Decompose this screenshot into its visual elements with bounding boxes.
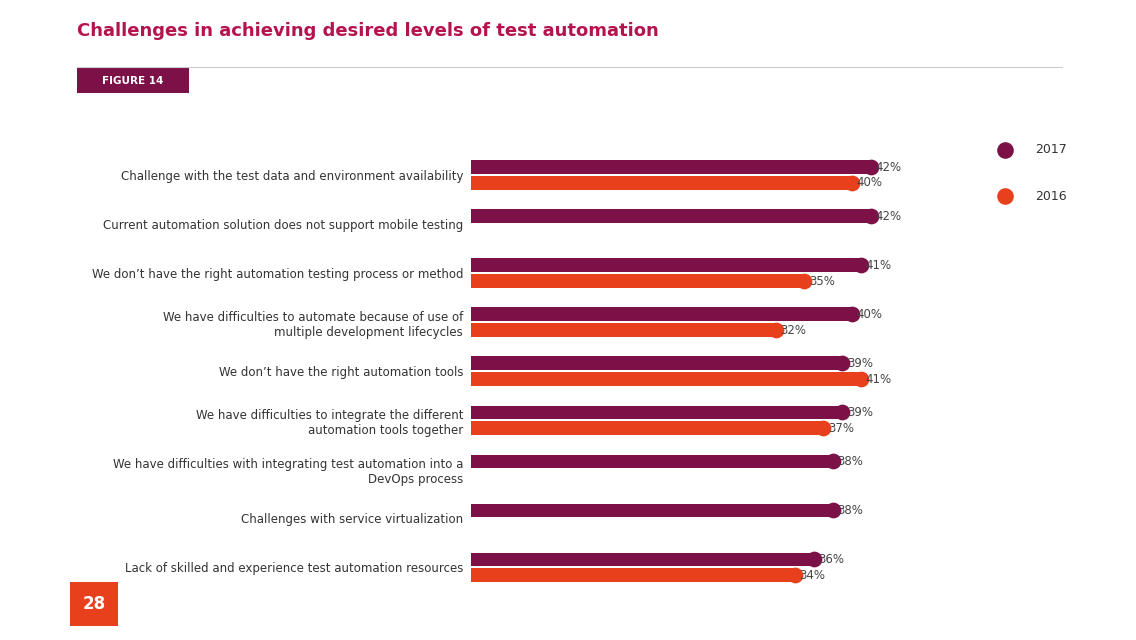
Bar: [471, 274, 804, 288]
Point: [833, 358, 851, 369]
Bar: [471, 552, 813, 566]
Text: 42%: 42%: [876, 210, 902, 223]
Bar: [471, 323, 776, 337]
Text: Challenges in achieving desired levels of test automation: Challenges in achieving desired levels o…: [77, 22, 659, 40]
Bar: [471, 421, 824, 435]
Text: 2016: 2016: [1035, 189, 1067, 203]
Text: 41%: 41%: [866, 259, 892, 272]
Text: 28: 28: [83, 595, 106, 613]
Point: [852, 260, 870, 271]
Bar: [471, 209, 870, 223]
Text: 42%: 42%: [876, 161, 902, 174]
Point: [824, 506, 842, 516]
Bar: [471, 356, 842, 370]
Point: [843, 178, 861, 188]
Point: [996, 191, 1014, 201]
Point: [861, 162, 879, 172]
Text: 2017: 2017: [1035, 143, 1067, 156]
Point: [815, 423, 833, 433]
Bar: [471, 307, 852, 321]
Text: 36%: 36%: [818, 553, 844, 566]
Point: [795, 276, 813, 286]
Bar: [471, 259, 861, 272]
Point: [833, 407, 851, 417]
Bar: [471, 176, 852, 190]
Point: [804, 554, 822, 564]
Text: 38%: 38%: [837, 504, 863, 517]
Text: 32%: 32%: [780, 324, 807, 337]
Point: [767, 325, 785, 335]
Text: 39%: 39%: [846, 357, 872, 370]
Point: [861, 211, 879, 221]
Text: 34%: 34%: [800, 568, 825, 582]
Text: 35%: 35%: [809, 275, 835, 287]
Point: [785, 570, 803, 580]
Text: 41%: 41%: [866, 372, 892, 385]
Text: 37%: 37%: [828, 422, 854, 435]
Text: 40%: 40%: [857, 308, 883, 321]
Point: [996, 145, 1014, 155]
Point: [852, 374, 870, 384]
Point: [824, 456, 842, 467]
Point: [843, 309, 861, 319]
Bar: [471, 161, 870, 174]
Text: FIGURE 14: FIGURE 14: [102, 76, 164, 86]
Text: 38%: 38%: [837, 455, 863, 468]
Bar: [471, 504, 833, 517]
Bar: [471, 568, 794, 582]
Bar: [471, 372, 861, 386]
Text: 40%: 40%: [857, 177, 883, 189]
Text: 39%: 39%: [846, 406, 872, 419]
Bar: [471, 406, 842, 419]
Bar: [471, 454, 833, 468]
